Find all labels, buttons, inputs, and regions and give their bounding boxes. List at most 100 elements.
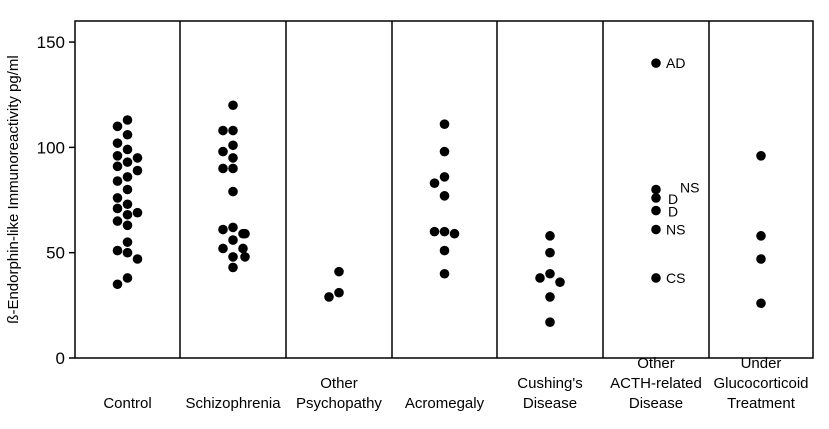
data-point bbox=[112, 203, 123, 214]
data-point bbox=[218, 224, 228, 235]
data-point bbox=[122, 237, 133, 247]
y-tick-label: 0 bbox=[56, 349, 65, 368]
data-point bbox=[240, 228, 250, 239]
data-point bbox=[545, 317, 555, 327]
data-point bbox=[334, 287, 344, 298]
data-point bbox=[651, 205, 661, 216]
data-point bbox=[439, 191, 450, 201]
data-point bbox=[112, 176, 123, 186]
y-axis-label: ß-Endorphin-like Immunoreactivity pg/ml bbox=[5, 55, 22, 323]
data-point bbox=[112, 216, 123, 226]
data-point bbox=[228, 186, 238, 197]
y-axis: 0 50 100 150 bbox=[37, 33, 75, 368]
data-point bbox=[651, 184, 661, 195]
data-point bbox=[122, 144, 133, 155]
data-point bbox=[439, 245, 450, 256]
category-label: Psychopathy bbox=[296, 395, 382, 412]
data-point bbox=[240, 252, 250, 262]
data-point bbox=[122, 129, 133, 140]
data-point bbox=[132, 207, 143, 218]
data-point bbox=[756, 231, 766, 241]
data-point bbox=[228, 163, 238, 174]
data-point bbox=[228, 235, 238, 245]
data-point bbox=[122, 220, 133, 231]
data-point bbox=[132, 254, 143, 264]
y-tick-label: 100 bbox=[37, 138, 65, 157]
data-point bbox=[651, 193, 661, 203]
data-point bbox=[439, 226, 450, 237]
data-point bbox=[228, 252, 238, 262]
category-label: Cushing's bbox=[517, 375, 582, 392]
data-point bbox=[112, 121, 123, 132]
data-point bbox=[429, 178, 440, 188]
data-point bbox=[218, 125, 228, 136]
data-point bbox=[228, 100, 238, 111]
data-point bbox=[218, 146, 228, 157]
category-label: Glucocorticoid bbox=[713, 375, 808, 392]
data-point bbox=[545, 292, 555, 302]
category-label: Under bbox=[741, 355, 782, 372]
data-point bbox=[756, 298, 766, 309]
data-point bbox=[122, 273, 133, 283]
data-point bbox=[122, 247, 133, 258]
data-point bbox=[651, 58, 661, 68]
data-point bbox=[238, 243, 248, 254]
category-labels: Control Schizophrenia Other Psychopathy Acro… bbox=[103, 355, 808, 412]
data-point bbox=[228, 125, 238, 136]
category-label: Treatment bbox=[727, 395, 796, 412]
data-point bbox=[112, 138, 123, 148]
data-point bbox=[228, 153, 238, 163]
data-point bbox=[112, 161, 123, 172]
data-point bbox=[545, 268, 555, 279]
data-point bbox=[112, 193, 123, 203]
category-label: Control bbox=[103, 395, 151, 412]
data-point bbox=[228, 140, 238, 151]
point-annotation: NS bbox=[666, 222, 685, 238]
data-point bbox=[122, 184, 133, 195]
data-point bbox=[651, 224, 661, 235]
data-point bbox=[324, 292, 334, 302]
point-annotation: D bbox=[668, 204, 678, 220]
point-annotation: NS bbox=[680, 180, 699, 196]
data-point bbox=[112, 279, 123, 290]
category-label: Disease bbox=[523, 395, 577, 412]
data-point bbox=[132, 165, 143, 176]
category-label: ACTH-related bbox=[610, 375, 702, 392]
data-point bbox=[112, 245, 123, 256]
data-point bbox=[228, 222, 238, 233]
data-point bbox=[122, 209, 133, 220]
data-point bbox=[228, 262, 238, 273]
data-point bbox=[439, 119, 450, 130]
point-annotation: D bbox=[668, 191, 678, 207]
data-point bbox=[122, 199, 133, 210]
data-point bbox=[545, 247, 555, 258]
data-point bbox=[439, 172, 450, 182]
category-label: Other bbox=[637, 355, 675, 372]
y-tick-label: 150 bbox=[37, 33, 65, 52]
data-point bbox=[122, 172, 133, 182]
data-point bbox=[218, 243, 228, 254]
data-point bbox=[756, 254, 766, 264]
data-point bbox=[535, 273, 545, 283]
y-tick-label: 50 bbox=[46, 244, 65, 263]
data-point bbox=[218, 163, 228, 174]
category-label: Schizophrenia bbox=[185, 395, 281, 412]
data-point bbox=[651, 273, 661, 283]
data-point bbox=[122, 115, 133, 125]
data-point bbox=[756, 151, 766, 161]
category-label: Other bbox=[320, 375, 358, 392]
data-point bbox=[132, 153, 143, 163]
data-point bbox=[112, 151, 123, 161]
plot-border bbox=[74, 20, 814, 359]
category-label: Acromegaly bbox=[405, 395, 485, 412]
point-annotation: CS bbox=[666, 270, 685, 286]
data-point bbox=[439, 146, 450, 157]
data-point bbox=[449, 228, 460, 239]
category-label: Disease bbox=[629, 395, 683, 412]
data-point bbox=[429, 226, 440, 237]
data-points bbox=[112, 58, 766, 327]
data-point bbox=[122, 157, 133, 167]
plot-frame bbox=[74, 20, 814, 359]
